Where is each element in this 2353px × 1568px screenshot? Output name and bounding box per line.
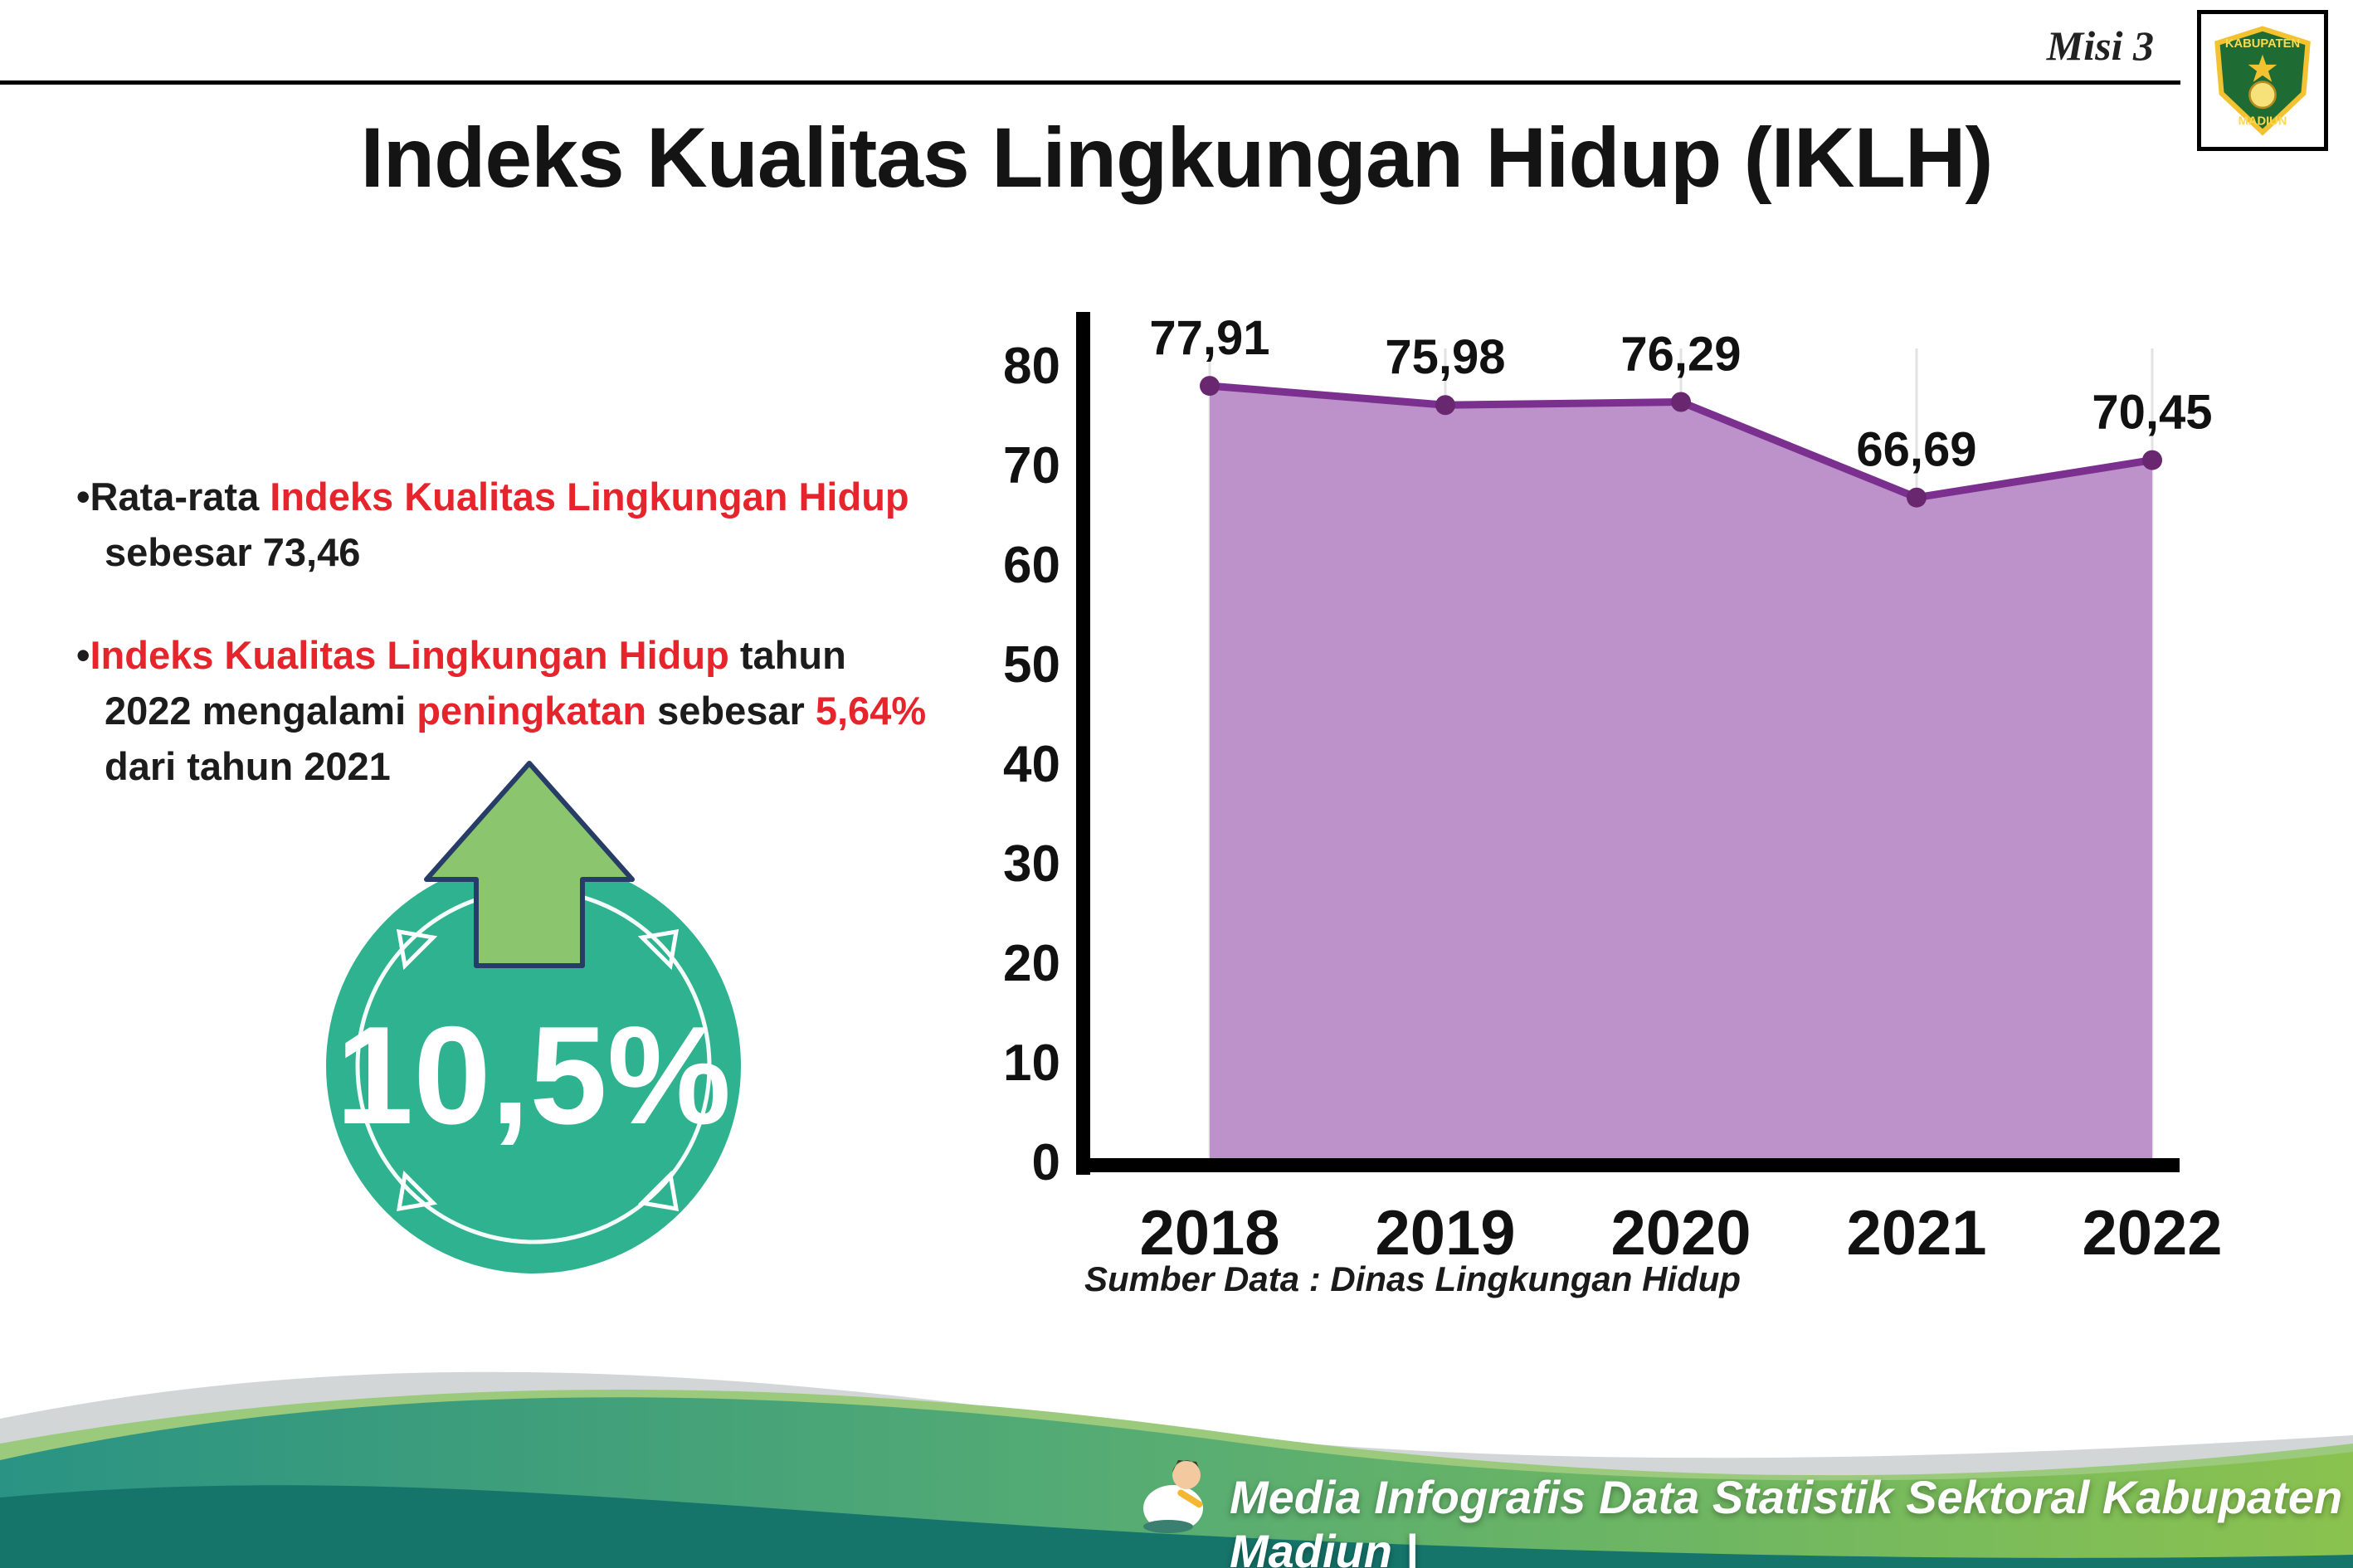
- bullet-dot: •: [76, 633, 90, 678]
- note-text: sebesar 73,46: [105, 529, 361, 574]
- data-source-label: Sumber Data : Dinas Lingkungan Hidup: [1084, 1259, 1742, 1298]
- svg-text:76,29: 76,29: [1620, 328, 1741, 382]
- svg-text:30: 30: [1003, 835, 1060, 893]
- notes-panel: •Rata-rata Indeks Kualitas Lingkungan Hi…: [76, 470, 931, 843]
- note-text: tahun 2022 mengalami: [105, 633, 846, 733]
- svg-text:75,98: 75,98: [1385, 330, 1505, 384]
- note-text: Rata-rata: [90, 475, 270, 519]
- kabupaten-madiun-logo: KABUPATEN MADIUN: [2197, 10, 2328, 151]
- page-title: Indeks Kualitas Lingkungan Hidup (IKLH): [360, 110, 1993, 205]
- logo-text-bottom: MADIUN: [2239, 115, 2287, 129]
- bullet-iklh-increase: •Indeks Kualitas Lingkungan Hidup tahun …: [76, 628, 931, 794]
- increase-badge: 10,5%: [326, 761, 741, 1273]
- bullet-average-iklh: •Rata-rata Indeks Kualitas Lingkungan Hi…: [76, 470, 931, 580]
- note-text: sebesar: [646, 689, 816, 733]
- svg-text:60: 60: [1003, 537, 1060, 594]
- note-highlight: Indeks Kualitas Lingkungan Hidup: [90, 633, 729, 678]
- badge-value: 10,5%: [336, 997, 731, 1153]
- shield-icon: KABUPATEN MADIUN: [2214, 26, 2311, 136]
- svg-text:77,91: 77,91: [1149, 311, 1269, 365]
- svg-text:10: 10: [1003, 1035, 1060, 1092]
- svg-text:40: 40: [1003, 736, 1060, 793]
- misi-label: Misi 3: [2046, 22, 2154, 69]
- svg-text:66,69: 66,69: [1856, 423, 1976, 477]
- note-highlight: Indeks Kualitas Lingkungan Hidup: [270, 475, 909, 519]
- svg-text:70: 70: [1003, 437, 1060, 494]
- svg-text:2018: 2018: [1139, 1198, 1279, 1269]
- svg-text:2022: 2022: [2082, 1198, 2222, 1269]
- bullet-dot: •: [76, 475, 90, 519]
- note-highlight: peningkatan: [417, 689, 647, 733]
- svg-text:20: 20: [1003, 935, 1060, 992]
- up-arrow-icon: [424, 761, 635, 968]
- logo-text-top: KABUPATEN: [2225, 37, 2300, 51]
- badge-circle: [326, 859, 741, 1273]
- svg-text:70,45: 70,45: [2092, 386, 2212, 440]
- iklh-chart: 77,91 75,98 76,29 66,69 70,45 0 10 20 30 40 50 60 70…: [1003, 311, 2223, 1269]
- svg-text:80: 80: [1003, 338, 1060, 395]
- mascot-icon: [1143, 1460, 1203, 1533]
- svg-text:2021: 2021: [1846, 1198, 1986, 1269]
- header-divider: [0, 80, 2180, 85]
- footer-caption: Media Infografis Data Statistik Sektoral…: [1230, 1471, 2343, 1568]
- svg-text:2020: 2020: [1610, 1198, 1751, 1269]
- svg-text:0: 0: [1032, 1134, 1060, 1191]
- note-highlight: 5,64%: [815, 689, 927, 733]
- svg-text:50: 50: [1003, 636, 1060, 694]
- svg-text:2019: 2019: [1375, 1198, 1515, 1269]
- note-text: dari tahun 2021: [105, 743, 391, 788]
